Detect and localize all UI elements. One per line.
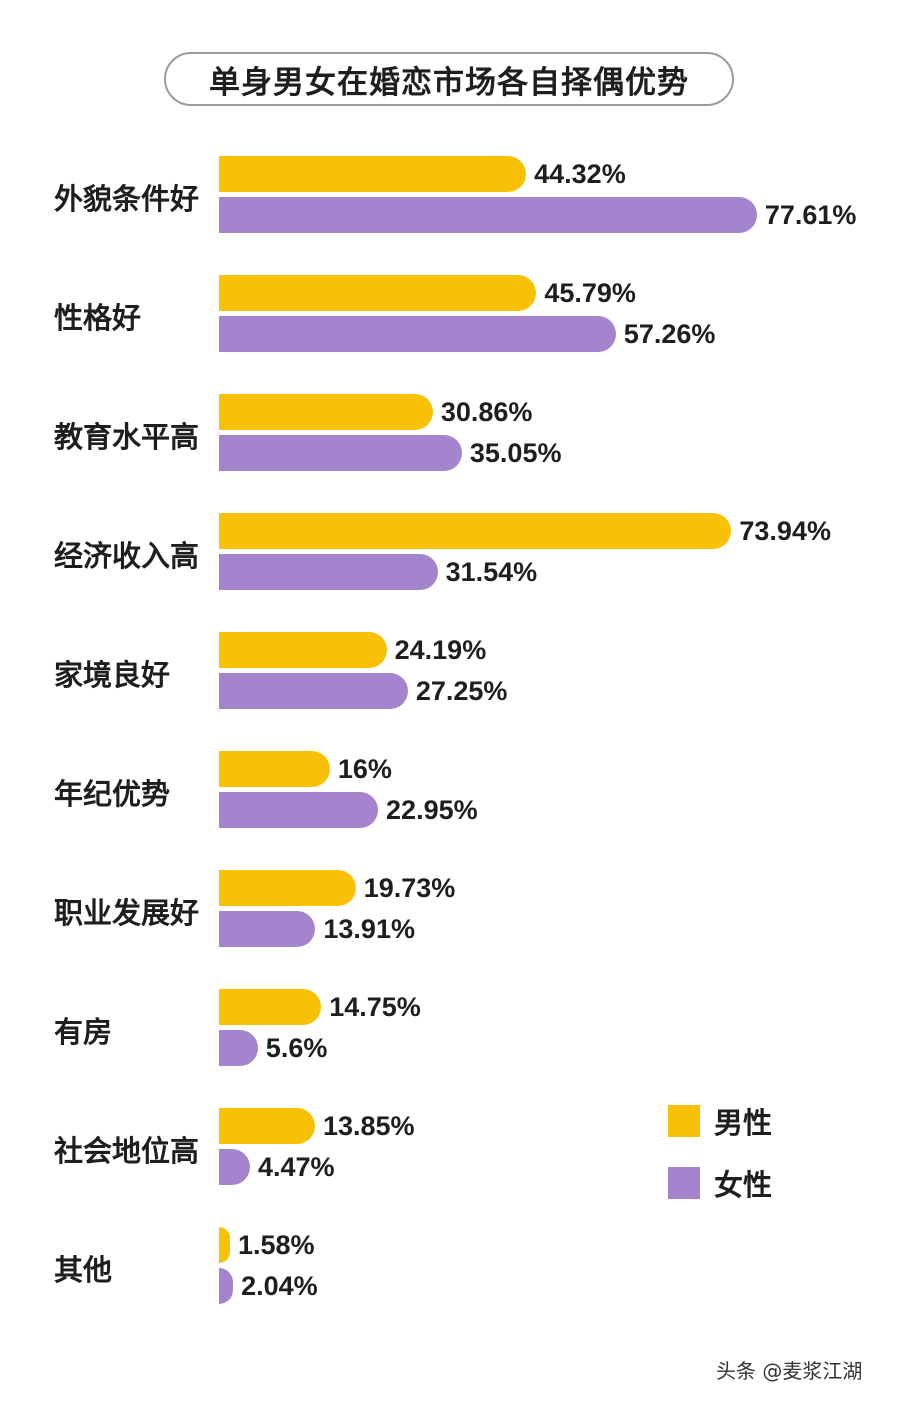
category-label: 性格好 [54, 301, 142, 335]
value-label-male: 30.86% [440, 397, 533, 427]
bar-male [219, 275, 537, 311]
value-label-male: 1.58% [237, 1230, 315, 1260]
value-label-female: 5.6% [265, 1033, 328, 1063]
bar-male [219, 632, 387, 668]
value-label-female: 22.95% [386, 795, 478, 825]
value-label-female: 27.25% [415, 676, 508, 706]
value-label-female: 2.04% [241, 1271, 318, 1301]
bar-female [219, 1149, 250, 1185]
category-label: 教育水平高 [54, 420, 200, 454]
category-label: 职业发展好 [54, 896, 200, 930]
category-label: 社会地位高 [54, 1134, 200, 1168]
bar-male [219, 394, 433, 430]
bar-female [219, 911, 316, 947]
bar-group: 外貌条件好 44.32% 77.61% [0, 156, 900, 236]
bar-group: 性格好 45.79% 57.26% [0, 275, 900, 355]
bar-female [219, 1268, 234, 1304]
bar-group: 家境良好 24.19% 27.25% [0, 632, 900, 712]
value-label-female: 35.05% [469, 438, 562, 468]
value-label-male: 45.79% [544, 278, 636, 308]
bar-group: 经济收入高 73.94% 31.54% [0, 513, 900, 593]
legend-swatch-male [668, 1105, 700, 1137]
bar-male [219, 989, 322, 1025]
category-label: 年纪优势 [54, 777, 171, 811]
value-label-male: 19.73% [363, 873, 456, 903]
bar-female [219, 435, 462, 471]
bar-group: 年纪优势 16% 22.95% [0, 751, 900, 831]
value-label-male: 24.19% [394, 635, 487, 665]
category-label: 家境良好 [54, 658, 171, 692]
value-label-male: 14.75% [329, 992, 421, 1022]
category-label: 其他 [54, 1253, 113, 1287]
bar-male [219, 513, 732, 549]
value-label-female: 4.47% [257, 1152, 335, 1182]
bar-male [219, 1227, 230, 1263]
legend-label-male: 男性 [714, 1106, 773, 1140]
bar-group: 有房 14.75% 5.6% [0, 989, 900, 1069]
bar-male [219, 751, 330, 787]
value-label-female: 31.54% [445, 557, 538, 587]
value-label-male: 16% [337, 754, 392, 784]
value-label-male: 73.94% [739, 516, 831, 546]
chart-title: 单身男女在婚恋市场各自择偶优势 [164, 52, 734, 106]
legend-item-female: 女性 [668, 1162, 772, 1204]
watermark: 头条 @麦浆江湖 [716, 1359, 863, 1383]
bar-female [219, 673, 408, 709]
legend-item-male: 男性 [668, 1100, 772, 1142]
bar-male [219, 1108, 315, 1144]
bar-male [219, 870, 356, 906]
category-label: 经济收入高 [54, 539, 200, 573]
bar-group: 职业发展好 19.73% 13.91% [0, 870, 900, 950]
bar-female [219, 554, 438, 590]
bar-male [219, 156, 527, 192]
bar-group: 教育水平高 30.86% 35.05% [0, 394, 900, 474]
category-label: 外貌条件好 [54, 182, 200, 216]
value-label-male: 13.85% [322, 1111, 415, 1141]
bar-female [219, 197, 757, 233]
value-label-female: 13.91% [323, 914, 415, 944]
legend-label-female: 女性 [714, 1168, 773, 1202]
bar-group: 社会地位高 13.85% 4.47% [0, 1108, 900, 1188]
bar-female [219, 1030, 258, 1066]
value-label-female: 57.26% [623, 319, 716, 349]
bar-group: 其他 1.58% 2.04% [0, 1227, 900, 1307]
legend-swatch-female [668, 1167, 700, 1199]
value-label-female: 77.61% [764, 200, 857, 230]
value-label-male: 44.32% [534, 159, 626, 189]
category-label: 有房 [54, 1015, 113, 1049]
bar-female [219, 316, 616, 352]
bar-female [219, 792, 379, 828]
